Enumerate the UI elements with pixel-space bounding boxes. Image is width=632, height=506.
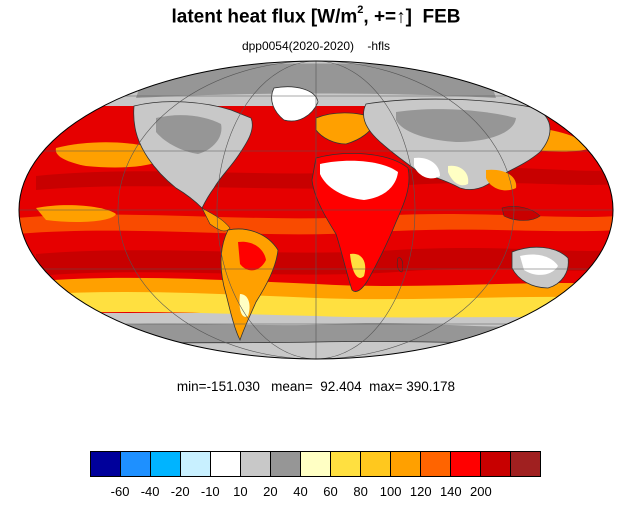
colorbar-label: 200 <box>470 484 492 499</box>
east-pacific-patch <box>36 205 116 222</box>
graticule <box>19 61 613 359</box>
colorbar-cell <box>121 452 151 476</box>
colorbar-cell <box>271 452 301 476</box>
amazon-region <box>238 241 266 271</box>
colorbar-cell <box>211 452 241 476</box>
north-pacific-patch <box>55 142 166 168</box>
colorbar-cell <box>511 452 540 476</box>
colorbar-label: 40 <box>293 484 308 499</box>
colorbar-cell <box>91 452 121 476</box>
india <box>448 165 469 186</box>
title-bracket: ] <box>405 6 412 28</box>
statistics-line: min=-151.030 mean= 92.404 max= 390.178 <box>0 379 632 394</box>
min-label: min= <box>176 379 207 394</box>
plot-subtitle: dpp0054(2020-2020) -hfls <box>241 39 391 53</box>
up-arrow-icon: ↑ <box>396 6 406 28</box>
colorbar-label: -60 <box>110 484 130 499</box>
colorbar-label: 60 <box>323 484 338 499</box>
meridian-60 <box>216 61 416 359</box>
title-text: latent heat flux [W/m <box>171 6 358 28</box>
colorbar-label: -20 <box>170 484 190 499</box>
world-map <box>16 58 616 362</box>
colorbar-cell <box>151 452 181 476</box>
colorbar-cell <box>181 452 211 476</box>
colorbar-cell <box>331 452 361 476</box>
colorbar <box>90 451 541 477</box>
southern-africa <box>350 253 366 278</box>
meridian-120 <box>117 61 515 359</box>
colorbar-label: 120 <box>409 484 432 499</box>
colorbar-label: 20 <box>263 484 278 499</box>
colorbar-label: -10 <box>200 484 220 499</box>
colorbar-cell <box>391 452 421 476</box>
max-value: 390.178 <box>406 379 456 394</box>
colorbar-label: 10 <box>233 484 248 499</box>
greenland <box>271 86 319 122</box>
mollweide-map <box>18 60 614 360</box>
title-sign-convention: , += <box>363 6 397 28</box>
colorbar-label: 100 <box>379 484 402 499</box>
colorbar-cell <box>241 452 271 476</box>
madagascar <box>396 257 404 273</box>
max-label: max= <box>369 379 403 394</box>
europe <box>315 112 377 145</box>
central-america <box>201 207 231 232</box>
colorbar-cell <box>421 452 451 476</box>
colorbar-label: 140 <box>439 484 462 499</box>
colorbar-cell <box>451 452 481 476</box>
min-value: -151.030 <box>206 379 260 394</box>
colorbar-label: 80 <box>353 484 368 499</box>
australia-interior <box>520 254 558 275</box>
patagonia <box>239 294 250 317</box>
north-america-dark <box>156 115 222 154</box>
map-border <box>18 60 614 360</box>
title-superscript: 2 <box>357 4 364 16</box>
title-month: FEB <box>422 6 461 28</box>
mean-label: mean= <box>271 379 313 394</box>
sahara <box>320 160 398 200</box>
colorbar-cell <box>481 452 511 476</box>
colorbar-cell <box>361 452 391 476</box>
arabia <box>414 157 440 179</box>
mean-value: 92.404 <box>320 379 362 394</box>
plot-title: latent heat flux [W/m2, +=↑] FEB <box>0 4 632 28</box>
colorbar-labels: -60 -40 -20 -10 10 20 40 60 80 100 120 140 200 <box>0 484 632 502</box>
colorbar-label: -40 <box>140 484 160 499</box>
colorbar-cell <box>301 452 331 476</box>
